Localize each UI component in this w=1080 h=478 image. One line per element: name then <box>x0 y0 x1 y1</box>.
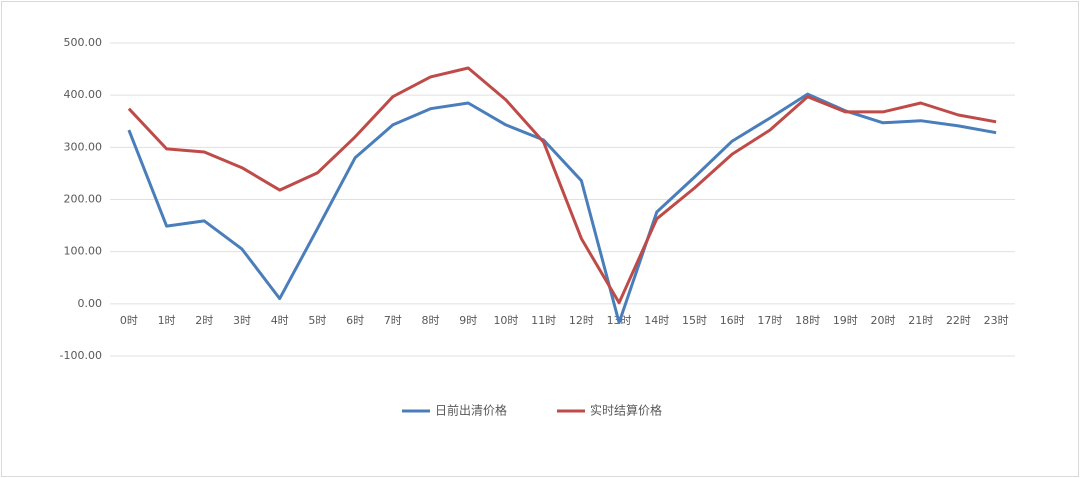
x-tick-label: 22时 <box>946 314 971 327</box>
x-tick-label: 19时 <box>833 314 858 327</box>
x-tick-label: 17时 <box>757 314 782 327</box>
x-tick-label: 6时 <box>346 314 364 327</box>
x-tick-label: 7时 <box>384 314 402 327</box>
y-tick-label: 0.00 <box>78 297 103 310</box>
x-tick-label: 23时 <box>984 314 1009 327</box>
x-tick-label: 15时 <box>682 314 707 327</box>
y-tick-label: 400.00 <box>64 88 103 101</box>
x-tick-label: 2时 <box>195 314 213 327</box>
x-tick-label: 21时 <box>908 314 933 327</box>
series-line <box>127 66 997 305</box>
x-tick-label: 18时 <box>795 314 820 327</box>
y-tick-label: -100.00 <box>60 349 102 362</box>
y-tick-label: 200.00 <box>64 193 103 206</box>
x-tick-label: 16时 <box>720 314 745 327</box>
x-tick-label: 14时 <box>644 314 669 327</box>
y-tick-label: 500.00 <box>64 36 103 49</box>
x-tick-label: 5时 <box>308 314 326 327</box>
x-tick-label: 10时 <box>493 314 518 327</box>
legend-label: 日前出清价格 <box>435 403 507 418</box>
legend-label: 实时结算价格 <box>590 403 662 418</box>
x-tick-label: 1时 <box>158 314 176 327</box>
x-tick-label: 11时 <box>531 314 556 327</box>
legend: 日前出清价格 实时结算价格 <box>402 403 662 418</box>
x-tick-label: 0时 <box>120 314 138 327</box>
x-tick-label: 12时 <box>569 314 594 327</box>
x-tick-label: 20时 <box>871 314 896 327</box>
x-tick-label: 8时 <box>422 314 440 327</box>
y-tick-label: 100.00 <box>64 245 103 258</box>
x-tick-label: 4时 <box>271 314 289 327</box>
x-tick-label: 3时 <box>233 314 251 327</box>
y-tick-label: 300.00 <box>64 140 103 153</box>
x-tick-label: 9时 <box>459 314 477 327</box>
